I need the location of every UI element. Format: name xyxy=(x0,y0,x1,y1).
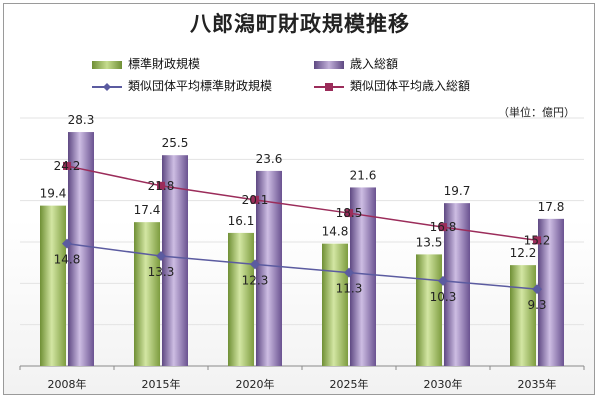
bar-standard-scale xyxy=(40,205,66,366)
x-tick-label: 2025年 xyxy=(330,377,369,391)
bar-total-revenue xyxy=(538,218,564,366)
point-similar-total-revenue xyxy=(439,223,447,232)
data-label-similar-total-revenue: 18.5 xyxy=(336,206,363,220)
point-similar-total-revenue xyxy=(157,181,165,190)
legend-item-standard-scale: 標準財政規模 xyxy=(92,55,200,72)
unit-note: （単位：億円） xyxy=(498,106,575,119)
bar-standard-scale xyxy=(134,222,160,366)
point-similar-total-revenue xyxy=(63,161,71,170)
data-label-standard-scale: 12.2 xyxy=(510,246,537,260)
x-tick-label: 2020年 xyxy=(236,377,275,391)
data-label-standard-scale: 16.1 xyxy=(228,214,255,228)
point-similar-total-revenue xyxy=(533,236,541,245)
line-similar-total-revenue xyxy=(66,165,538,242)
bars xyxy=(40,132,564,366)
data-label-similar-total-revenue: 20.1 xyxy=(242,193,269,207)
data-label-similar-total-revenue: 24.2 xyxy=(54,159,81,173)
point-similar-standard-scale xyxy=(156,251,166,262)
bar-standard-scale xyxy=(510,265,536,366)
data-label-similar-total-revenue: 15.2 xyxy=(524,233,551,247)
data-label-standard-scale: 19.4 xyxy=(40,187,67,201)
data-label-standard-scale: 13.5 xyxy=(416,235,443,249)
data-label-similar-standard-scale: 13.3 xyxy=(148,265,175,279)
legend-label-similar-standard-scale: 類似団体平均標準財政規模 xyxy=(128,79,273,93)
legend-marker-similar-total-revenue xyxy=(314,82,344,91)
chart-title: 八郎潟町財政規模推移 xyxy=(190,12,410,36)
data-label-total-revenue: 25.5 xyxy=(162,136,189,150)
bar-total-revenue xyxy=(162,155,188,366)
data-label-similar-total-revenue: 21.8 xyxy=(148,179,175,193)
data-label-total-revenue: 17.8 xyxy=(538,200,565,214)
legend-label-similar-total-revenue: 類似団体平均歳入総額 xyxy=(350,79,471,93)
data-label-similar-standard-scale: 12.3 xyxy=(242,273,269,287)
point-similar-total-revenue xyxy=(345,209,353,218)
data-label-total-revenue: 28.3 xyxy=(68,113,95,127)
x-tick-labels: 2008年 2015年 2020年 2025年 2030年 2035年 xyxy=(48,377,557,391)
point-similar-standard-scale xyxy=(532,284,542,295)
x-tick-label: 2008年 xyxy=(48,377,87,391)
data-label-similar-standard-scale: 14.8 xyxy=(54,253,81,267)
legend-swatch-standard-scale xyxy=(92,60,122,69)
legend-item-total-revenue: 歳入総額 xyxy=(314,55,398,72)
point-similar-total-revenue xyxy=(251,195,259,204)
data-label-standard-scale: 17.4 xyxy=(134,203,161,217)
data-label-standard-scale: 14.8 xyxy=(322,225,349,239)
legend-label-standard-scale: 標準財政規模 xyxy=(128,57,201,71)
legend-label-total-revenue: 歳入総額 xyxy=(350,57,399,71)
legend-item-similar-standard-scale: 類似団体平均標準財政規模 xyxy=(92,77,272,94)
bar-standard-scale xyxy=(416,254,442,366)
grid-lines xyxy=(19,117,585,370)
line-similar-standard-scale xyxy=(66,242,538,290)
point-similar-standard-scale xyxy=(344,267,354,278)
bar-standard-scale xyxy=(228,232,254,366)
point-similar-standard-scale xyxy=(438,275,448,286)
data-label-total-revenue: 23.6 xyxy=(256,152,283,166)
data-label-similar-standard-scale: 11.3 xyxy=(336,282,363,296)
legend-swatch-total-revenue xyxy=(314,60,344,69)
data-label-similar-total-revenue: 16.8 xyxy=(430,220,457,234)
point-similar-standard-scale xyxy=(250,259,260,270)
x-tick-label: 2015年 xyxy=(142,377,181,391)
point-similar-standard-scale xyxy=(62,238,72,249)
x-tick-label: 2030年 xyxy=(424,377,463,391)
data-labels: 19.4 28.3 17.4 25.5 16.1 23.6 14.8 21.6 13.5 19.7… xyxy=(40,113,565,312)
legend-marker-similar-standard-scale xyxy=(92,82,122,91)
data-label-total-revenue: 19.7 xyxy=(444,184,471,198)
x-tick-label: 2035年 xyxy=(518,377,557,391)
data-label-similar-standard-scale: 9.3 xyxy=(527,298,546,312)
lines xyxy=(62,161,542,295)
data-label-total-revenue: 21.6 xyxy=(350,168,377,182)
legend-item-similar-total-revenue: 類似団体平均歳入総額 xyxy=(314,77,470,94)
bar-standard-scale xyxy=(322,243,348,366)
data-label-similar-standard-scale: 10.3 xyxy=(430,290,457,304)
